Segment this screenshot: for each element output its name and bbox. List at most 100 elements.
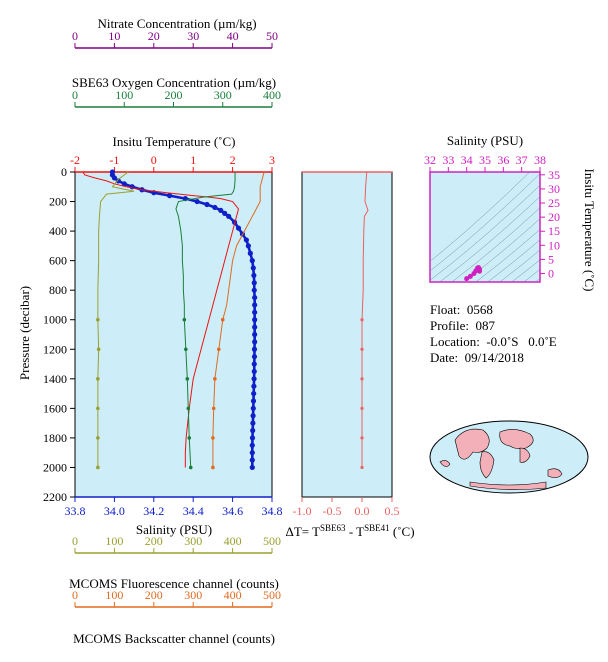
ts-density-contour [499, 249, 540, 282]
backscatter-point [211, 465, 215, 470]
delta-t-tick-label: 0.0 [355, 504, 370, 518]
delta-t-tick-label: 0.5 [385, 504, 400, 518]
delta-t-line [361, 171, 369, 468]
ts-density-contour [511, 259, 540, 282]
fluorescence-profile-line [97, 171, 135, 468]
backscatter-axis-tick-label: 300 [184, 588, 202, 602]
pressure-tick-label: 2200 [43, 490, 67, 504]
fluorescence-point [96, 317, 100, 322]
salinity-point [252, 294, 258, 301]
pressure-tick-label: 200 [49, 195, 67, 209]
fluorescence-point [96, 377, 100, 381]
ts-temperature-axis-title: Insitu Temperature (˚C) [582, 168, 597, 291]
oxygen-axis-tick-label: 100 [115, 88, 133, 102]
salinity-point [251, 287, 257, 293]
temperature-axis-tick-label: 2 [230, 153, 236, 167]
temperature-axis-tick-label: -2 [70, 153, 80, 167]
backscatter-axis-tick-label: 200 [145, 588, 163, 602]
salinity-point [194, 198, 200, 205]
nitrate-axis-tick-label: 10 [108, 29, 120, 43]
ts-temperature-tick-label: 0 [548, 267, 554, 281]
ts-salinity-tick-label: 32 [424, 153, 436, 167]
landmass [547, 468, 563, 478]
delta-t-point [360, 406, 364, 410]
backscatter-axis-title: MCOMS Backscatter channel (counts) [73, 631, 275, 646]
oxygen-axis-tick-label: 300 [214, 88, 232, 102]
oxygen-point [185, 377, 190, 381]
temperature-profile-line [82, 171, 240, 468]
salinity-axis-tick-label: 34.6 [222, 504, 243, 518]
salinity-point [252, 302, 258, 308]
salinity-point [250, 405, 256, 411]
pressure-tick-label: 2000 [43, 460, 67, 474]
salinity-point [252, 324, 258, 330]
nitrate-axis-tick-label: 30 [187, 29, 199, 43]
salinity-point [251, 383, 257, 389]
ts-salinity-tick-label: 35 [479, 153, 491, 167]
salinity-point [249, 457, 255, 463]
ts-density-contour [430, 173, 540, 272]
pressure-tick-label: 400 [49, 224, 67, 238]
fluorescence-axis-tick-label: 500 [263, 534, 281, 548]
salinity-point [249, 258, 255, 264]
ts-salinity-tick-label: 33 [442, 153, 454, 167]
salinity-point [250, 413, 256, 419]
salinity-point [218, 207, 224, 214]
fluorescence-point [96, 347, 101, 352]
ts-temperature-tick-label: 30 [548, 182, 560, 196]
fluorescence-axis-tick-label: 200 [145, 534, 163, 548]
salinity-point [251, 280, 257, 286]
backscatter-point [220, 317, 225, 322]
oxygen-point [188, 465, 193, 470]
ts-salinity-tick-label: 37 [516, 153, 528, 167]
ts-salinity-tick-label: 36 [497, 153, 509, 167]
backscatter-axis-tick-label: 100 [105, 588, 123, 602]
nitrate-axis-tick-label: 20 [148, 29, 160, 43]
landmass [479, 451, 495, 479]
nitrate-axis-tick-label: 50 [266, 29, 278, 43]
oxygen-profile-line [175, 172, 236, 468]
salinity-point [235, 225, 242, 231]
fluorescence-axis-tick-label: 300 [184, 534, 202, 548]
delta-t-tick-label: -1.0 [293, 504, 312, 518]
temperature-axis-title: Insitu Temperature (˚C) [112, 134, 235, 149]
salinity-point [250, 265, 256, 271]
oxygen-point [182, 317, 187, 322]
backscatter-axis-tick-label: 500 [263, 588, 281, 602]
salinity-axis-tick-label: 34.2 [143, 504, 164, 518]
ts-panel [429, 171, 541, 283]
ts-temperature-tick-label: 20 [548, 210, 560, 224]
landmass [469, 481, 547, 490]
landmass [519, 447, 531, 463]
ts-salinity-axis-title: Salinity (PSU) [447, 133, 523, 148]
ts-density-contour [535, 278, 540, 282]
salinity-axis-tick-label: 34.8 [262, 504, 283, 518]
ts-density-contour [487, 239, 540, 282]
backscatter-axis-tick-label: 0 [72, 588, 78, 602]
pressure-tick-label: 1400 [43, 372, 67, 386]
salinity-axis-tick-label: 34.4 [183, 504, 204, 518]
salinity-point [250, 427, 256, 434]
landmass [499, 429, 534, 449]
fluorescence-axis-tick-label: 100 [105, 534, 123, 548]
salinity-axis-title: Salinity (PSU) [136, 522, 212, 537]
salinity-point [251, 354, 258, 360]
date: Date: 09/14/2018 [430, 350, 524, 365]
pressure-tick-label: 0 [61, 165, 67, 179]
salinity-point [251, 376, 257, 382]
backscatter-point [217, 347, 221, 352]
delta-t-point [360, 436, 364, 440]
nitrate-axis-tick-label: 40 [227, 29, 239, 43]
salinity-point [251, 346, 258, 352]
fluorescence-axis-tick-label: 400 [224, 534, 242, 548]
oxygen-point [184, 347, 188, 352]
salinity-point [204, 201, 210, 208]
oxygen-axis-tick-label: 400 [263, 88, 281, 102]
oxygen-point [186, 406, 191, 411]
salinity-point [249, 464, 255, 471]
temperature-axis-tick-label: -1 [109, 153, 119, 167]
pressure-tick-label: 600 [49, 254, 67, 268]
ts-temperature-tick-label: 5 [548, 252, 554, 266]
salinity-axis-tick-label: 33.8 [65, 504, 86, 518]
ts-density-contour [430, 172, 531, 262]
